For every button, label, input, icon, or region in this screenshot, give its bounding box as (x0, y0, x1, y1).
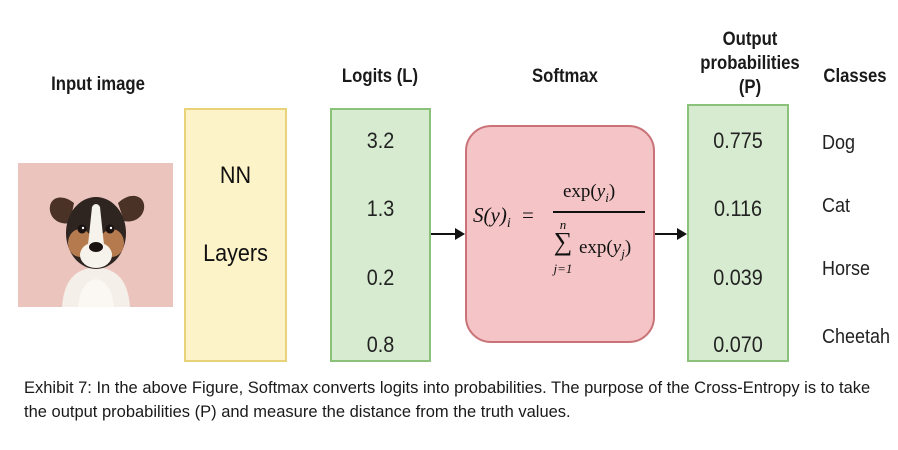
class-label: Cheetah (822, 326, 891, 348)
logits-header: Logits (L) (341, 66, 419, 87)
class-label: Dog (822, 132, 856, 154)
formula-equals: = (521, 203, 534, 227)
input-image-header: Input image (51, 74, 145, 95)
denominator-var: y (612, 237, 622, 258)
formula-lhs-main: S(y) (473, 203, 507, 227)
nn-layers-box: NN Layers (184, 108, 287, 362)
input-dog-image (18, 163, 173, 307)
fraction-bar (553, 211, 645, 213)
logits-box: 3.2 1.3 0.2 0.8 (330, 108, 431, 362)
output-header-line2: probabilities (700, 53, 800, 74)
arrow-to-softmax (431, 228, 465, 240)
numerator-sub: i (605, 189, 609, 205)
sum-lower-limit: j=1 (553, 261, 573, 276)
layers-label: Layers (203, 240, 268, 267)
numerator-var: y (596, 181, 606, 202)
logit-value: 3.2 (366, 128, 395, 153)
output-probabilities-box: 0.775 0.116 0.039 0.070 (687, 104, 789, 362)
sum-upper-limit: n (559, 217, 567, 232)
classes-header: Classes (823, 66, 887, 87)
probability-value: 0.070 (713, 332, 763, 357)
formula-denominator: exp(yj) (579, 237, 632, 261)
probability-value: 0.039 (713, 265, 763, 290)
logit-value: 0.2 (366, 265, 395, 290)
nn-label: NN (219, 162, 252, 189)
denominator-exp: exp( (579, 237, 613, 258)
logit-value: 1.3 (366, 196, 395, 221)
softmax-box: S(y)i = exp(yi) n ∑ j=1 exp(yj) (465, 125, 655, 343)
class-label: Cat (822, 195, 851, 217)
sum-symbol: ∑ (553, 227, 573, 256)
denominator-sub: j (621, 245, 625, 261)
logit-value: 0.8 (366, 332, 395, 357)
softmax-header: Softmax (532, 66, 598, 87)
output-header-line3: (P) (738, 77, 762, 98)
formula-lhs-sub: i (506, 216, 511, 232)
output-header-line1: Output (722, 29, 778, 50)
arrow-to-output (655, 228, 687, 240)
probability-value: 0.116 (713, 196, 763, 221)
formula-numerator: exp(yi) (563, 181, 616, 205)
output-probabilities-header: Output probabilities (P) (688, 28, 811, 100)
numerator-exp: exp( (563, 181, 597, 202)
probability-value: 0.775 (713, 128, 763, 153)
softmax-formula: S(y)i = exp(yi) n ∑ j=1 exp(yj) (467, 127, 653, 341)
class-label: Horse (822, 258, 871, 280)
formula-lhs: S(y)i = (473, 203, 534, 232)
dog-illustration (18, 163, 173, 307)
figure-caption: Exhibit 7: In the above Figure, Softmax … (24, 379, 871, 421)
